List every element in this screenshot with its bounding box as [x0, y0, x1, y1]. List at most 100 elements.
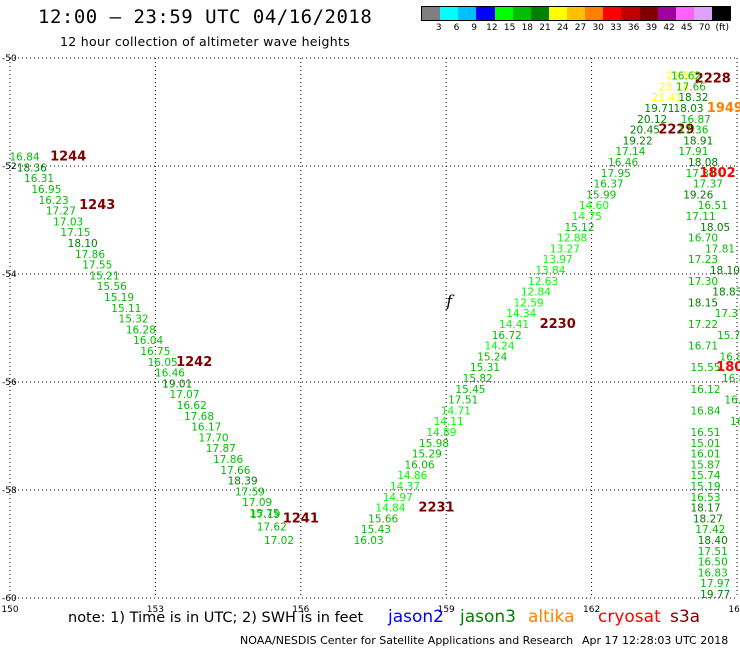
wave-height-value: 18.83: [712, 287, 740, 299]
y-tick-label: -60: [2, 594, 17, 604]
color-swatch: [585, 7, 604, 20]
wave-height-value: 12.88: [557, 233, 587, 245]
wave-height-value: 14.89: [426, 427, 456, 439]
wave-height-value: 16.04: [133, 335, 163, 347]
wave-height-value: 16.03: [354, 535, 384, 547]
color-swatch: [621, 7, 640, 20]
wave-height-value: 19.77: [700, 589, 730, 601]
wave-height-value: 16.06: [405, 459, 435, 471]
wave-height-value: 14.41: [499, 319, 529, 331]
wave-height-value: 17.66: [676, 81, 706, 93]
x-tick-label: 162: [583, 605, 600, 615]
wave-height-value: 13.97: [543, 254, 573, 266]
color-scale-label: 6: [453, 23, 460, 33]
legend-item-altika: altika: [528, 607, 575, 627]
y-tick-label: -56: [2, 378, 17, 388]
color-scale-label: 45: [681, 23, 693, 33]
wave-height-value: 14.11: [434, 416, 464, 428]
wave-height-value: 17.81: [705, 243, 735, 255]
wave-height-value: 17.23: [688, 254, 718, 266]
track-time-label: 1949: [707, 101, 740, 116]
track-time-label: 1241: [283, 511, 319, 526]
y-tick-label: -54: [2, 270, 17, 280]
legend-item-jason2: jason2: [388, 607, 444, 627]
wave-height-value: 14.24: [484, 341, 514, 353]
wave-height-value: 15.74: [690, 470, 720, 482]
wave-height-value: 15.21: [89, 270, 119, 282]
wave-height-value: 16.01: [690, 449, 720, 461]
track-time-label: 2231: [418, 501, 454, 516]
wave-height-value: 17.37: [715, 308, 740, 320]
wave-height-value: 17.15: [60, 227, 90, 239]
x-tick-label: 156: [292, 605, 309, 615]
color-scale-label: 42: [663, 23, 675, 33]
wave-height-value: 17.59: [235, 486, 265, 498]
wave-height-value: 16.53: [690, 492, 720, 504]
wave-height-value: 15.74: [717, 330, 740, 342]
wave-height-value: 18.03: [674, 103, 704, 115]
wave-height-value: 15.75: [249, 508, 279, 520]
wave-height-value: 16.51: [698, 200, 728, 212]
wave-height-value: 17.27: [46, 206, 76, 218]
wave-height-value: 16.62: [177, 400, 207, 412]
color-scale-label: 18: [521, 23, 534, 33]
wave-height-value: 19.22: [623, 135, 653, 147]
wave-height-value: 17.86: [75, 249, 105, 261]
color-swatch: [603, 7, 622, 20]
wave-height-value: 16.46: [608, 157, 638, 169]
y-tick-label: -50: [2, 54, 17, 64]
wave-height-value: 18.91: [683, 135, 713, 147]
wave-height-value: 15.19: [690, 481, 720, 493]
color-scale-label: 15: [503, 23, 516, 33]
wave-height-value: 15.01: [690, 438, 720, 450]
x-tick-label: 153: [147, 605, 164, 615]
color-swatch: [712, 7, 731, 20]
wave-height-value: 15.32: [119, 314, 149, 326]
track-time-label: 180: [716, 360, 740, 375]
color-scale-label: 24: [557, 23, 569, 33]
wave-height-value: 16.17: [191, 422, 221, 434]
wave-height-value: 15.55: [690, 362, 720, 374]
color-scale-label: 3: [435, 23, 442, 33]
wave-height-value: 18.10: [710, 265, 740, 277]
wave-height-value: 17.36: [678, 125, 708, 137]
legend-item-jason3: jason3: [460, 607, 516, 627]
color-swatch: [530, 7, 549, 20]
wave-height-value: 14.37: [390, 481, 420, 493]
wave-height-value: 14.86: [397, 470, 427, 482]
wave-height-value: 17.51: [698, 546, 728, 558]
wave-height-value: 17.11: [686, 211, 716, 223]
color-swatch: [494, 7, 513, 20]
chart-subtitle: 12 hour collection of altimeter wave hei…: [60, 34, 351, 49]
wave-height-value: 17.22: [688, 319, 718, 331]
track-time-label: 1243: [79, 198, 115, 213]
color-scale: 3 6 9 12 15 18 21 24 27 30 33 36 39 42 45 70 (ft): [421, 6, 731, 33]
wave-height-value: 14.75: [572, 211, 602, 223]
wave-height-value: 16.62: [671, 71, 701, 83]
wave-height-value: 16.23: [39, 195, 69, 207]
wave-height-value: 16.83: [698, 567, 728, 579]
wave-height-value: 17.19: [250, 509, 280, 521]
color-swatch: [639, 7, 658, 20]
x-tick-label: 159: [438, 605, 455, 615]
y-tick-label: -58: [2, 486, 17, 496]
wave-height-value: 18.17: [690, 503, 720, 515]
wave-height-value: 17.51: [448, 395, 478, 407]
wave-height-value: 17.86: [213, 454, 243, 466]
wave-height-value: 14.34: [506, 308, 536, 320]
wave-height-value: 18.39: [228, 476, 258, 488]
wave-height-value: 16.28: [126, 324, 156, 336]
footnote: note: 1) Time is in UTC; 2) SWH is in fe…: [68, 610, 364, 626]
wave-height-value: 17.91: [678, 146, 708, 158]
wave-height-value: 19.26: [683, 189, 713, 201]
wave-height-value: 15.82: [463, 373, 493, 385]
wave-height-value: 16.75: [140, 346, 170, 358]
wave-height-value: 15.87: [690, 459, 720, 471]
wave-height-value: 16.86: [722, 373, 740, 385]
wave-height-value: 20.12: [637, 114, 667, 126]
wave-height-value: 17.55: [82, 260, 112, 272]
wave-height-value: 19.01: [162, 378, 192, 390]
wave-height-value: 15.31: [470, 362, 500, 374]
wave-height-value: 15.29: [412, 449, 442, 461]
